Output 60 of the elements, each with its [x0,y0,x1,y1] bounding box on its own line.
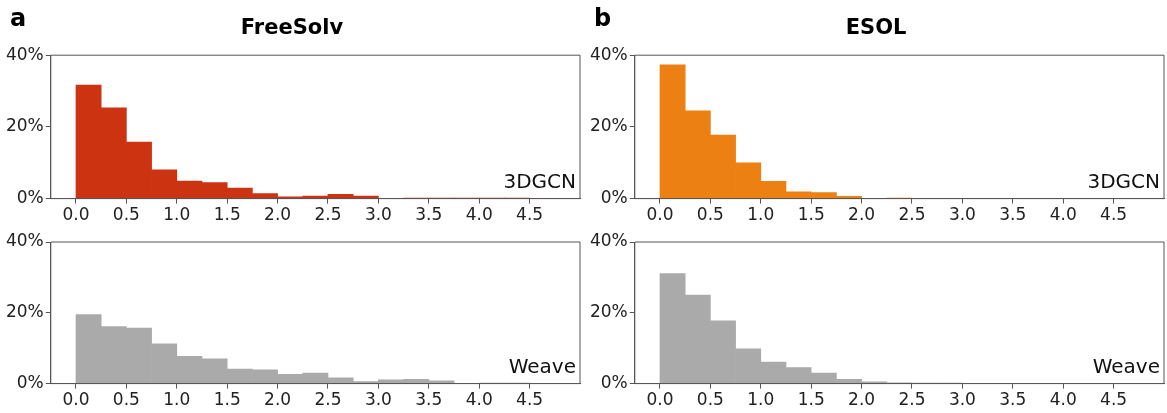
x-tick-label: 3.5 [415,204,443,225]
x-tick-label: 2.5 [314,204,342,225]
y-tick-label: 0% [16,187,44,208]
x-tick-label: 3.5 [999,389,1027,410]
x-tick-label: 3.0 [364,204,392,225]
x-tick-label: 1.0 [747,204,775,225]
text: a [10,4,27,33]
x-tick-label: 1.0 [747,389,775,410]
x-tick-label: 4.5 [1100,389,1128,410]
y-tick-label: 40% [5,43,44,64]
y-tick-label: 20% [5,301,44,322]
y-tick-label: 0% [600,187,628,208]
x-tick-label: 4.5 [516,204,544,225]
y-tick-label: 0% [16,372,44,393]
y-tick-label: 20% [5,115,44,136]
x-tick-label: 1.5 [213,389,241,410]
x-tick-label: 2.0 [264,204,292,225]
series-label: Weave [1092,353,1160,378]
x-tick-label: 4.5 [516,389,544,410]
text: b [594,4,612,33]
y-tick-label: 40% [589,43,628,64]
x-tick-label: 0.5 [112,204,140,225]
x-tick-label: 0.0 [646,204,674,225]
x-tick-label: 4.5 [1100,204,1128,225]
x-tick-label: 0.0 [646,389,674,410]
series-label: 3DGCN [1087,168,1160,193]
x-tick-label: 0.0 [62,204,90,225]
x-tick-label: 1.0 [163,389,191,410]
x-tick-label: 2.0 [848,204,876,225]
x-tick-label: 1.5 [213,204,241,225]
x-tick-label: 0.5 [696,389,724,410]
x-tick-label: 2.5 [898,389,926,410]
x-tick-label: 3.0 [948,204,976,225]
x-tick-label: 4.0 [465,389,493,410]
x-tick-label: 2.0 [848,389,876,410]
series-label: Weave [508,353,576,378]
x-tick-label: 3.0 [364,389,392,410]
y-tick-label: 40% [589,230,628,251]
x-tick-label: 4.0 [1049,389,1077,410]
x-tick-label: 4.0 [465,204,493,225]
x-tick-label: 3.5 [999,204,1027,225]
x-tick-label: 3.0 [948,389,976,410]
x-tick-label: 2.0 [264,389,292,410]
x-tick-label: 0.0 [62,389,90,410]
chart-title: FreeSolv [240,15,344,40]
x-tick-label: 1.5 [797,389,825,410]
x-tick-label: 2.5 [898,204,926,225]
y-tick-label: 0% [600,372,628,393]
x-tick-label: 0.5 [112,389,140,410]
y-tick-label: 40% [5,230,44,251]
y-tick-label: 20% [589,301,628,322]
x-tick-label: 2.5 [314,389,342,410]
x-tick-label: 1.5 [797,204,825,225]
x-tick-label: 3.5 [415,389,443,410]
x-tick-label: 0.5 [696,204,724,225]
x-tick-label: 1.0 [163,204,191,225]
series-label: 3DGCN [503,168,576,193]
chart-title: ESOL [845,15,907,40]
y-tick-label: 20% [589,115,628,136]
x-tick-label: 4.0 [1049,204,1077,225]
